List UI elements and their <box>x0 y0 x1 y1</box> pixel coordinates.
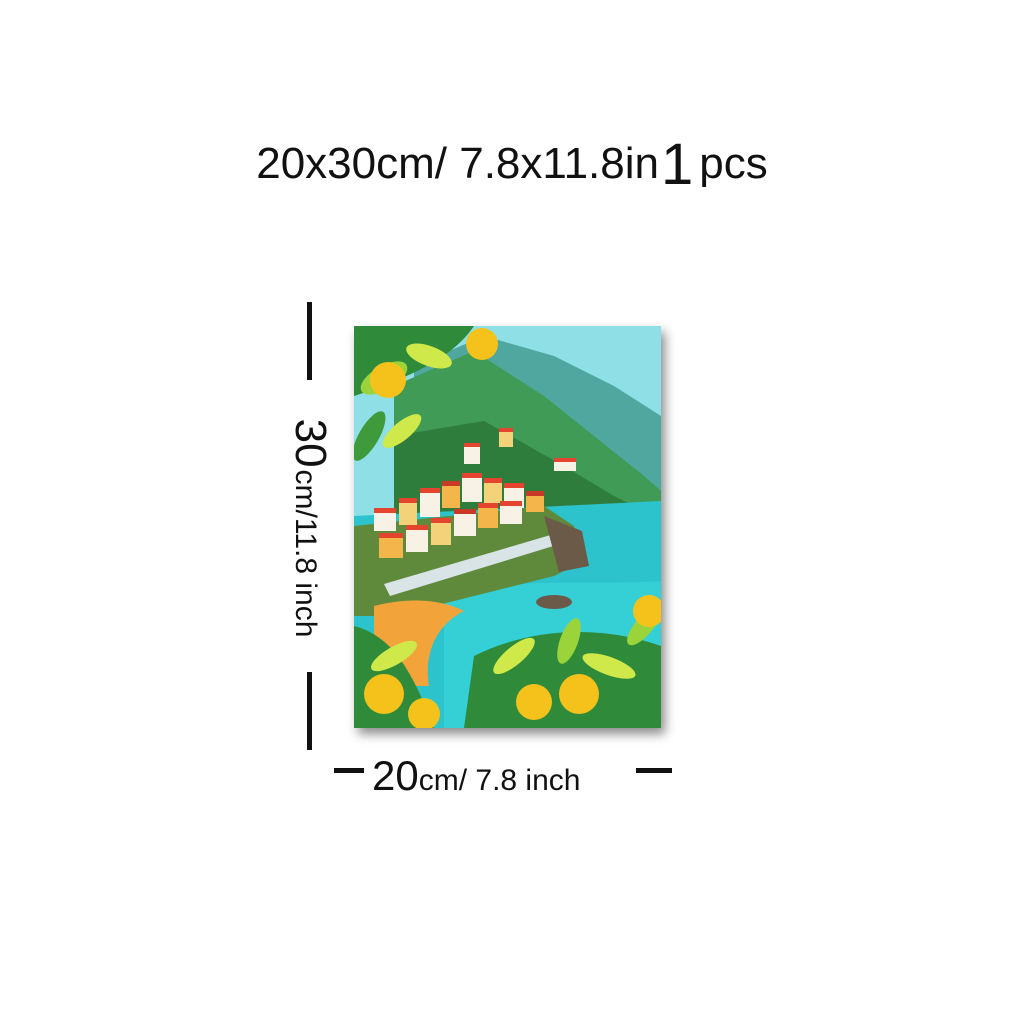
height-label: 30cm/11.8 inch <box>285 419 335 638</box>
size-text: 20x30cm/ 7.8x11.8in <box>256 139 660 188</box>
height-dimension-line-bottom <box>307 672 312 750</box>
height-unit: cm/11.8 inch <box>289 469 322 638</box>
lemon-branch-top <box>354 326 498 461</box>
height-dimension-line-top <box>307 302 312 380</box>
height-number: 30 <box>286 418 335 468</box>
width-dimension-line-left <box>334 768 364 773</box>
islet <box>536 595 572 609</box>
artwork-illustration <box>354 326 661 728</box>
artwork-image <box>354 326 661 728</box>
quantity-unit: pcs <box>699 139 768 188</box>
village-houses <box>374 428 576 558</box>
width-dimension-line-right <box>636 768 672 773</box>
width-unit: cm/ 7.8 inch <box>418 764 581 797</box>
width-label: 20cm/ 7.8 inch <box>372 752 580 800</box>
coastal-road <box>384 534 560 596</box>
product-size-heading: 20x30cm/ 7.8x11.8in1 pcs <box>0 136 1024 194</box>
width-number: 20 <box>372 752 419 799</box>
quantity-number: 1 <box>661 132 694 197</box>
lemon-branch-bottom <box>354 595 661 728</box>
rock <box>544 516 589 572</box>
